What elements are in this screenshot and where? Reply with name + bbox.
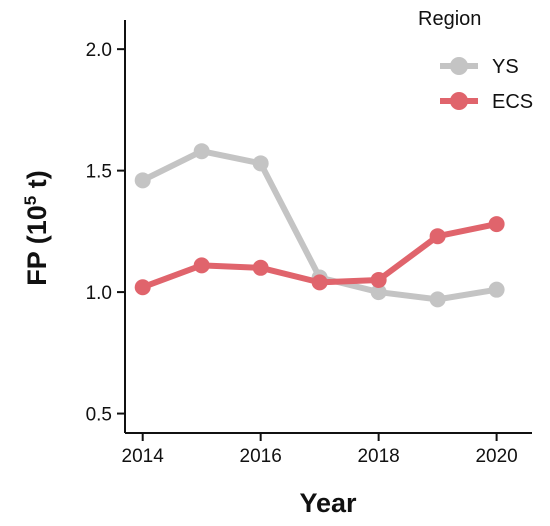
y-axis-title-tail: t) [22,170,52,195]
data-point-ecs [134,279,151,296]
y-axis-title-main: FP (10 [22,205,52,286]
y-tick-label: 2.0 [86,40,112,61]
legend-label: YS [492,56,519,78]
legend-items: YS ECS [440,56,533,113]
legend-swatch-marker [450,57,468,75]
legend-title: Region [418,8,481,30]
y-axis-title-superscript: 5 [21,196,40,205]
y-ticks: 0.5 1.0 1.5 2.0 [86,40,125,426]
data-point-ecs [488,216,505,233]
y-tick-label: 1.5 [86,162,112,183]
axes [124,20,532,434]
series-ecs [134,216,505,296]
x-tick-label: 2014 [122,446,165,467]
data-point-ecs [370,271,387,288]
x-ticks: 2014 2016 2018 2020 [122,433,518,467]
legend: Region YS ECS [418,8,533,113]
data-point-ys [488,281,505,298]
legend-item-ys: YS [440,56,519,78]
legend-item-ecs: ECS [440,91,533,113]
x-tick-label: 2020 [475,446,517,467]
data-point-ys [252,155,269,172]
y-tick-label: 0.5 [86,405,112,426]
data-point-ys [429,291,446,308]
series-group [134,143,505,308]
x-tick-label: 2018 [357,446,399,467]
data-point-ecs [429,228,446,245]
data-point-ecs [193,257,210,274]
data-point-ys [134,172,151,189]
data-point-ecs [311,274,328,291]
y-axis-title: FP (105 t) [21,170,52,286]
x-axis-title: Year [299,488,357,518]
legend-label: ECS [492,91,533,113]
data-point-ys [370,284,387,301]
data-point-ys [193,143,210,160]
legend-swatch-marker [450,92,468,110]
data-point-ecs [252,259,269,276]
y-tick-label: 1.0 [86,283,112,304]
x-tick-label: 2016 [240,446,282,467]
